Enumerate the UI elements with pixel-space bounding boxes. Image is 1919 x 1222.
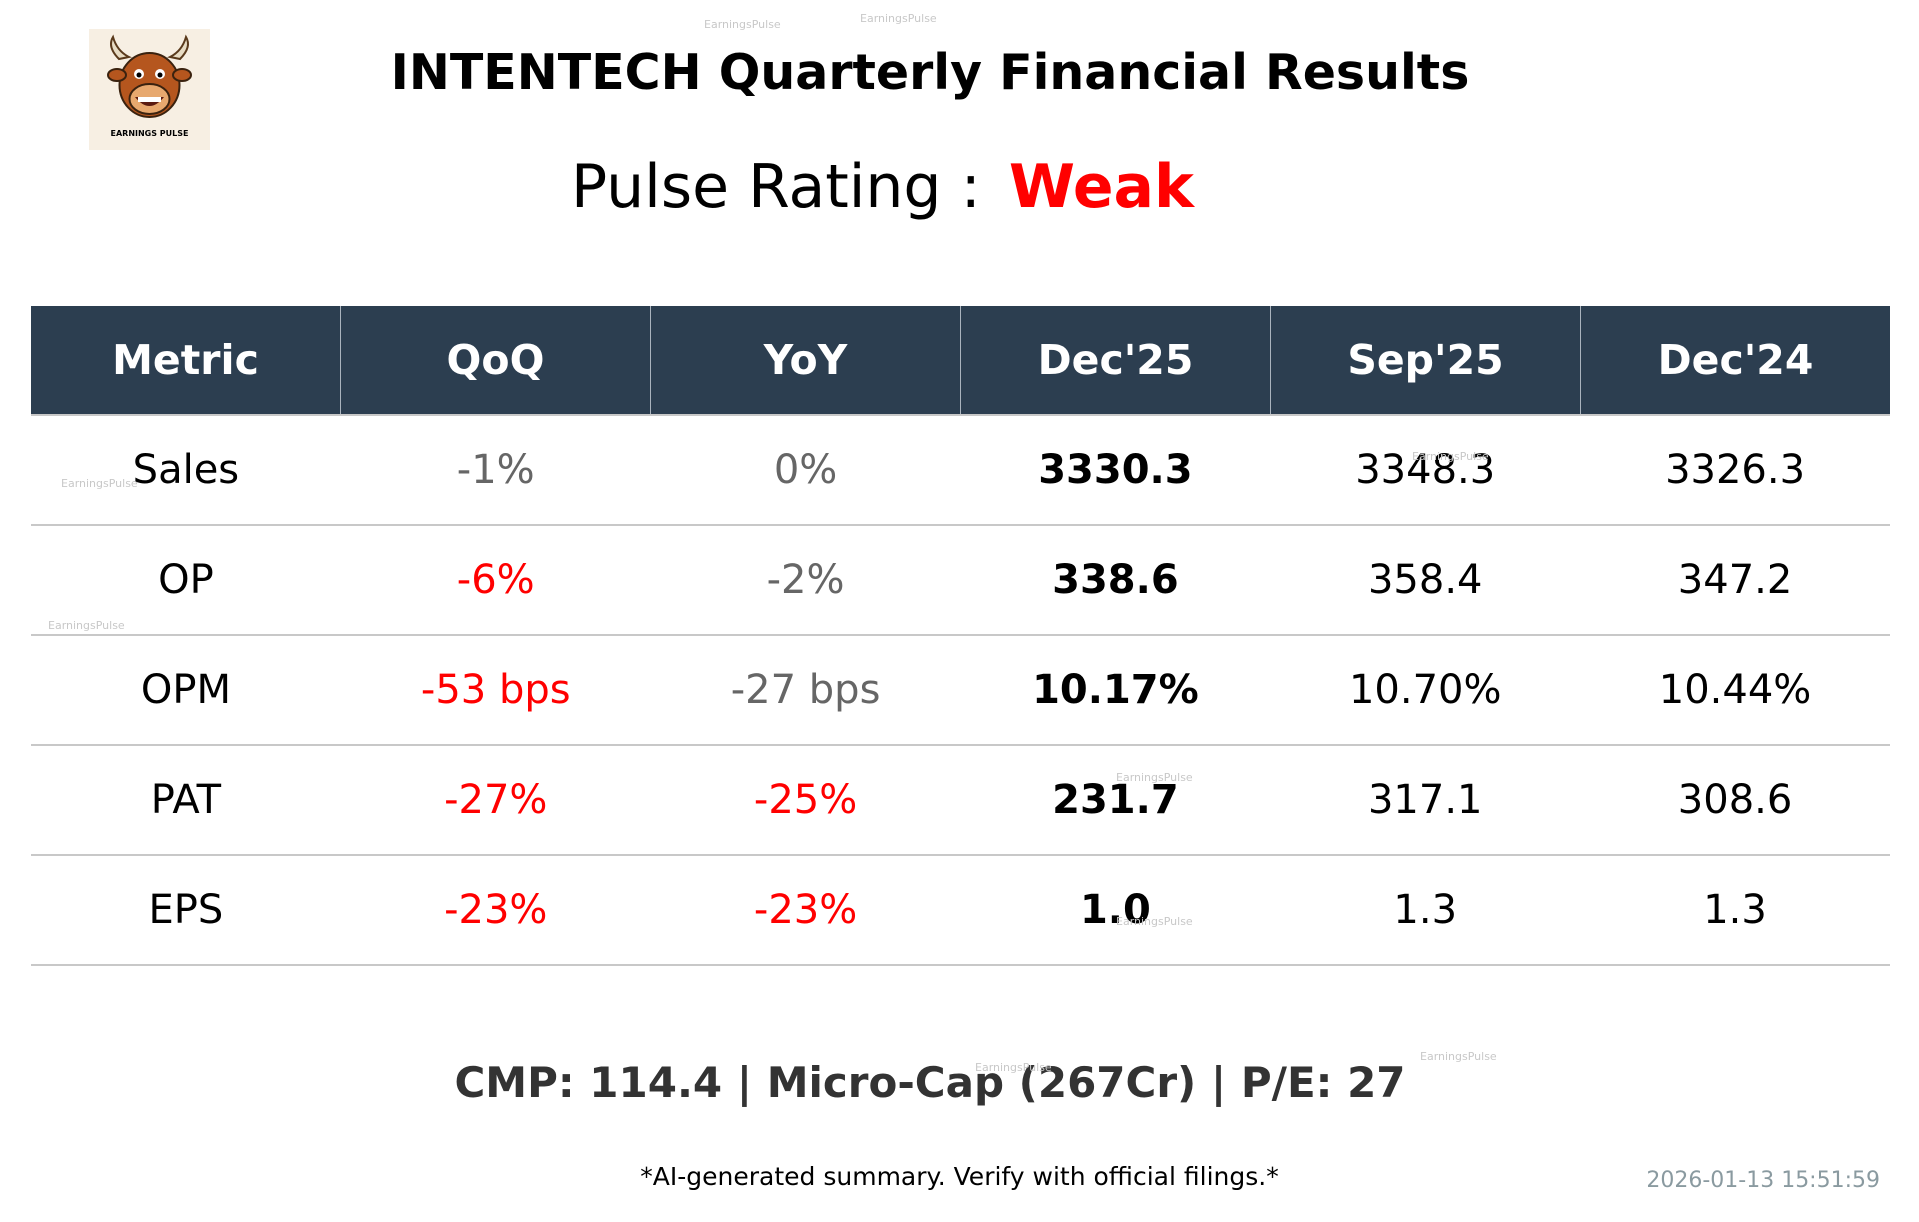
table-cell: 358.4 (1367, 557, 1483, 603)
table-cell: 10.17% (1032, 667, 1199, 713)
watermark: EarningsPulse (1420, 1050, 1497, 1063)
table-cell: 3326.3 (1665, 447, 1806, 493)
table-cell: -27% (444, 777, 548, 823)
column-header: Metric (31, 306, 341, 414)
watermark: EarningsPulse (1116, 771, 1193, 784)
table-cell: 308.6 (1677, 777, 1793, 823)
results-table: Metric QoQ YoY Dec'25 Sep'25 Dec'24 Sales -1% 0%… (31, 306, 1890, 966)
column-header: Sep'25 (1271, 306, 1581, 414)
watermark: EarningsPulse (860, 12, 937, 25)
table-cell: 3330.3 (1038, 447, 1193, 493)
column-header: Dec'25 (961, 306, 1271, 414)
table-cell: 0% (773, 447, 838, 493)
timestamp: 2026-01-13 15:51:59 (1646, 1168, 1880, 1193)
table-cell: -53 bps (420, 667, 571, 713)
table-cell: 1.3 (1393, 887, 1458, 933)
rating-value: Weak (1008, 152, 1194, 222)
table-row: PAT -27% -25% 231.7 317.1 308.6 (31, 746, 1890, 856)
column-header: Dec'24 (1657, 336, 1814, 384)
table-cell: -23% (753, 887, 858, 933)
table-row: Sales -1% 0% 3330.3 3348.3 3326.3 (31, 416, 1890, 526)
table-row: OP -6% -2% 338.6 358.4 347.2 (31, 526, 1890, 636)
table-cell: 231.7 (1052, 777, 1179, 823)
table-cell: 1.3 (1703, 887, 1767, 933)
disclaimer: *AI-generated summary. Verify with offic… (640, 1162, 1279, 1191)
table-cell: -6% (456, 557, 535, 603)
watermark: EarningsPulse (1116, 915, 1193, 928)
table-cell: 10.70% (1348, 667, 1502, 713)
table-row: EPS -23% -23% 1.0 1.3 1.3 (31, 856, 1890, 966)
table-row: OPM -53 bps -27 bps 10.17% 10.70% 10.44% (31, 636, 1890, 746)
table-cell: 347.2 (1677, 557, 1793, 603)
watermark: EarningsPulse (704, 18, 781, 31)
table-cell: -27 bps (730, 667, 881, 713)
header-row: Metric QoQ YoY Dec'25 Sep'25 Dec'24 (31, 306, 1890, 416)
watermark: EarningsPulse (61, 477, 138, 490)
rating-label: Pulse Rating : (571, 152, 981, 222)
table-cell: -2% (766, 557, 845, 603)
table-cell: 317.1 (1367, 777, 1483, 823)
table-cell: 338.6 (1052, 557, 1179, 603)
table-cell: -1% (456, 447, 535, 493)
table-cell: -23% (444, 887, 548, 933)
logo: EARNINGS PULSE (89, 29, 210, 150)
table-cell: OPM (140, 667, 231, 713)
table-cell: 1.0 (1079, 887, 1151, 933)
column-header: YoY (651, 306, 961, 414)
table-cell: 10.44% (1658, 667, 1812, 713)
table-cell: -25% (753, 777, 858, 823)
column-header: QoQ (341, 306, 651, 414)
table-cell: EPS (148, 887, 224, 933)
summary: CMP: 114.4 | Micro-Cap (267Cr) | P/E: 27 (454, 1058, 1406, 1107)
watermark: EarningsPulse (975, 1061, 1052, 1074)
table-cell: Sales (132, 447, 240, 493)
table-cell: 3348.3 (1355, 447, 1496, 493)
watermark: EarningsPulse (1412, 450, 1489, 463)
title: INTENTECH Quarterly Financial Results (390, 44, 1470, 101)
table-cell: OP (158, 557, 214, 603)
rating: Pulse Rating : Weak (571, 152, 1194, 222)
logo-text: EARNINGS PULSE (111, 129, 189, 138)
table-cell: PAT (150, 777, 222, 823)
watermark: EarningsPulse (48, 619, 125, 632)
